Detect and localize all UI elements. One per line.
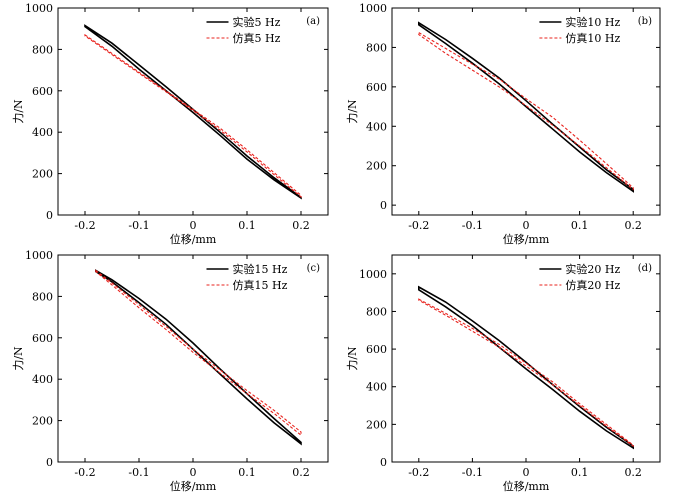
- series-line-experiment: [84, 24, 302, 200]
- chart-panel-b: -0.2 -0.1 0 0.1 0.2 0 200 400 600 800 1000 位移/mm 力/N…: [346, 2, 661, 246]
- y-tick-label: 800: [366, 41, 387, 54]
- series-line-simulation: [95, 269, 302, 437]
- y-tick-label: 600: [32, 85, 53, 98]
- panel-label: (b): [638, 16, 652, 27]
- x-tick-label: 0.2: [624, 219, 642, 232]
- x-tick-label: 0.2: [624, 466, 642, 479]
- chart-panel-d: -0.2 -0.1 0 0.1 0.2 0 200 400 600 800 1000 位移/mm 力/N…: [346, 254, 661, 493]
- x-tick-label: 0: [190, 219, 197, 232]
- legend-entry: 实验10 Hz: [565, 15, 620, 29]
- y-axis-label: 力/N: [12, 99, 25, 124]
- x-tick-label: 0.1: [571, 466, 589, 479]
- x-tick-label: 0: [523, 219, 530, 232]
- y-tick-label: 600: [366, 81, 387, 94]
- x-tick-label: -0.1: [462, 219, 483, 232]
- x-axis-label: 位移/mm: [503, 479, 550, 493]
- x-tick-label: 0.1: [571, 219, 589, 232]
- y-tick-label: 0: [46, 456, 53, 469]
- y-tick-label: 1000: [25, 2, 53, 15]
- y-tick-label: 400: [32, 373, 53, 386]
- y-tick-label: 200: [366, 160, 387, 173]
- x-tick-label: 0: [523, 466, 530, 479]
- x-tick-label: -0.2: [408, 219, 429, 232]
- x-tick-label: -0.1: [128, 219, 149, 232]
- y-tick-label: 800: [32, 43, 53, 56]
- y-axis-label: 力/N: [346, 346, 359, 371]
- chart-panel-a: -0.2 -0.1 0 0.1 0.2 0 200 400 600 800 1000 位移/mm 力/N…: [12, 2, 329, 246]
- x-tick-label: -0.2: [74, 219, 95, 232]
- series-line-experiment: [95, 269, 302, 446]
- series-line-experiment: [418, 285, 634, 450]
- x-tick-label: 0: [190, 466, 197, 479]
- y-tick-label: 0: [46, 209, 53, 222]
- panel-label: (c): [307, 263, 321, 274]
- x-tick-label: -0.2: [408, 466, 429, 479]
- x-axis-label: 位移/mm: [170, 232, 217, 246]
- panel-label: (a): [306, 16, 320, 27]
- y-tick-label: 400: [366, 381, 387, 394]
- y-tick-label: 1000: [25, 249, 53, 262]
- chart-panel-c: -0.2 -0.1 0 0.1 0.2 0 200 400 600 800 1000 位移/mm 力/N…: [12, 249, 329, 493]
- x-tick-label: 0.1: [238, 219, 256, 232]
- series-line-simulation: [418, 31, 634, 191]
- x-tick-label: 0.2: [292, 466, 310, 479]
- y-tick-label: 200: [32, 415, 53, 428]
- y-tick-label: 400: [366, 120, 387, 133]
- legend-entry: 仿真15 Hz: [233, 278, 288, 292]
- panel-label: (d): [638, 263, 652, 274]
- y-tick-label: 600: [366, 343, 387, 356]
- y-tick-label: 600: [32, 332, 53, 345]
- y-tick-label: 200: [366, 418, 387, 431]
- legend-entry: 实验20 Hz: [565, 262, 620, 276]
- legend-entry: 仿真5 Hz: [233, 31, 281, 45]
- legend-entry: 仿真10 Hz: [565, 31, 620, 45]
- legend-entry: 仿真20 Hz: [565, 278, 620, 292]
- y-tick-label: 800: [366, 305, 387, 318]
- x-tick-label: 0.2: [292, 219, 310, 232]
- y-axis-label: 力/N: [12, 346, 25, 371]
- y-tick-label: 1000: [359, 2, 387, 15]
- legend-entry: 实验15 Hz: [233, 262, 288, 276]
- y-tick-label: 0: [380, 199, 387, 212]
- x-tick-label: 0.1: [238, 466, 256, 479]
- y-tick-label: 400: [32, 126, 53, 139]
- y-axis-label: 力/N: [346, 99, 359, 124]
- series-line-experiment: [418, 21, 634, 193]
- x-tick-label: -0.1: [128, 466, 149, 479]
- y-tick-label: 200: [32, 168, 53, 181]
- series-line-simulation: [418, 298, 634, 448]
- y-tick-label: 1000: [359, 268, 387, 281]
- x-axis-label: 位移/mm: [503, 232, 550, 246]
- y-tick-label: 800: [32, 290, 53, 303]
- x-axis-label: 位移/mm: [170, 479, 217, 493]
- x-tick-label: -0.1: [462, 466, 483, 479]
- legend-entry: 实验5 Hz: [233, 15, 281, 29]
- series-line-simulation: [84, 33, 302, 198]
- x-tick-label: -0.2: [74, 466, 95, 479]
- y-tick-label: 0: [380, 456, 387, 469]
